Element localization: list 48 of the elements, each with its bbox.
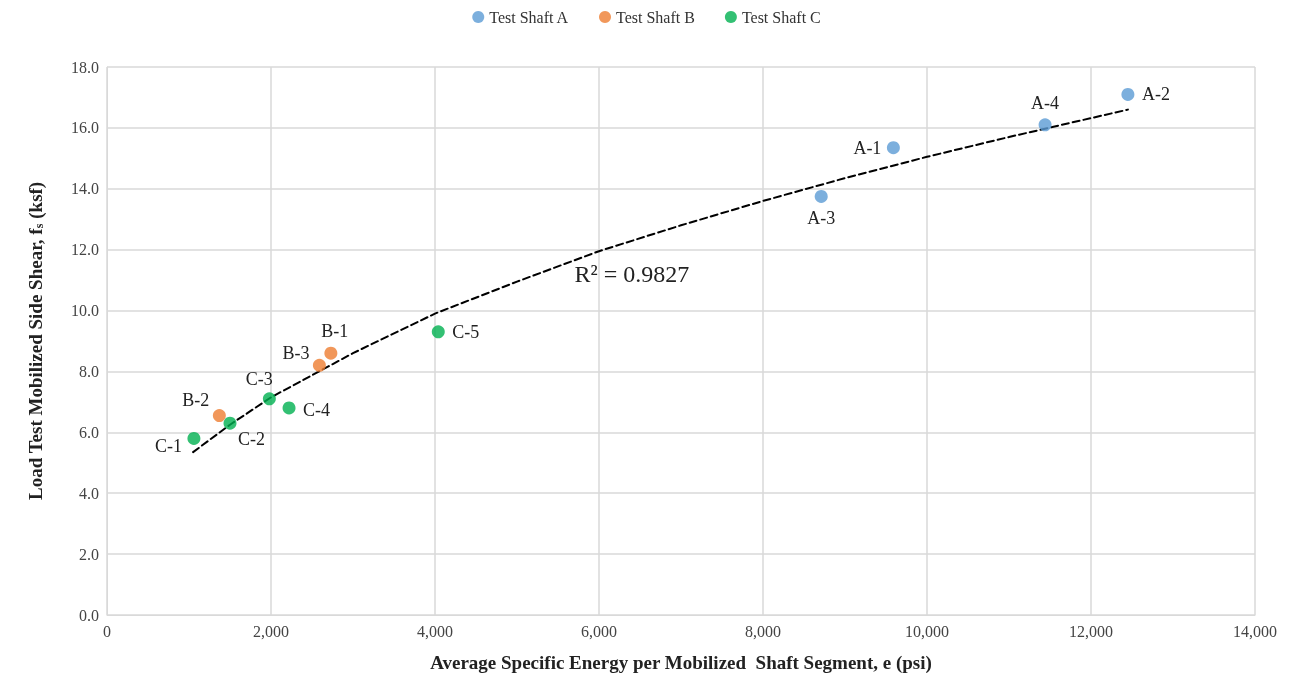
y-axis-title: Load Test Mobilized Side Shear, fs (ksf) xyxy=(24,181,47,501)
y-tick-label: 6.0 xyxy=(79,423,99,441)
legend-label: Test Shaft B xyxy=(616,8,695,26)
y-tick-label: 16.0 xyxy=(71,119,99,137)
x-tick-label: 10,000 xyxy=(905,622,949,640)
legend-label: Test Shaft A xyxy=(489,8,569,26)
point xyxy=(262,392,276,406)
x-tick-label: 6,000 xyxy=(581,622,617,640)
point xyxy=(312,358,326,372)
annotation: A-1 xyxy=(853,137,882,158)
annotation: A-4 xyxy=(1031,92,1060,113)
annotation: C-2 xyxy=(238,429,265,450)
annotation: B-3 xyxy=(282,343,310,364)
annotation: C-4 xyxy=(303,399,331,420)
annotation: R² = 0.9827 xyxy=(574,261,690,288)
point xyxy=(324,346,338,360)
annotation: C-1 xyxy=(154,436,182,457)
point xyxy=(431,325,445,339)
y-tick-label: 12.0 xyxy=(71,241,99,259)
y-tick-label: 2.0 xyxy=(79,545,99,563)
y-tick-label: 10.0 xyxy=(71,302,99,320)
y-tick-label: 14.0 xyxy=(71,180,99,198)
annotation: B-2 xyxy=(182,389,210,410)
x-tick-label: 2,000 xyxy=(253,622,289,640)
point xyxy=(886,141,900,155)
annotation: C-3 xyxy=(245,368,273,389)
annotation: C-5 xyxy=(452,321,480,342)
y-tick-label: 4.0 xyxy=(79,484,99,502)
point xyxy=(212,409,226,423)
point xyxy=(1121,87,1135,101)
x-tick-label: 4,000 xyxy=(417,622,453,640)
legend-label: Test Shaft C xyxy=(741,8,821,26)
point xyxy=(187,431,201,445)
annotation: A-3 xyxy=(807,208,836,229)
point xyxy=(814,189,828,203)
x-tick-label: 14,000 xyxy=(1233,622,1277,640)
x-tick-label: 12,000 xyxy=(1069,622,1113,640)
y-tick-label: 18.0 xyxy=(71,58,99,76)
annotation: A-2 xyxy=(1141,84,1170,105)
annotation: B-1 xyxy=(321,321,349,342)
x-tick-label: 0 xyxy=(103,622,111,640)
point xyxy=(1038,118,1052,132)
y-tick-label: 0.0 xyxy=(79,606,99,624)
point xyxy=(282,401,296,415)
x-tick-label: 8,000 xyxy=(745,622,781,640)
x-axis-title: Average Specific Energy per Mobilized Shaft Segment, e (psi) xyxy=(430,652,932,674)
y-tick-label: 8.0 xyxy=(79,362,99,380)
point xyxy=(223,416,237,430)
